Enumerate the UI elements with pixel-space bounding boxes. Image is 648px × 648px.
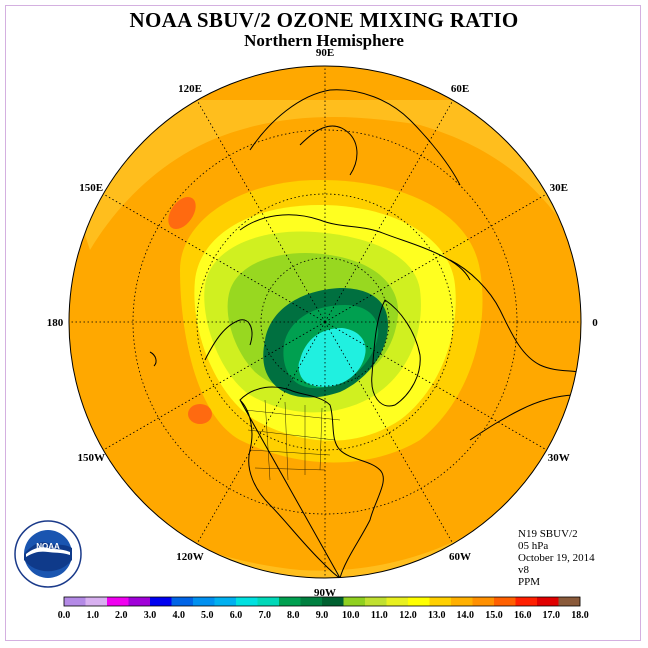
colorbar-tick-3: 3.0 [144, 610, 157, 621]
meridian-5 [324, 321, 454, 544]
info-version: v8 [518, 564, 529, 576]
colorbar-swatch-8 [236, 597, 258, 606]
map-title: NOAA SBUV/2 OZONE MIXING RATIO [129, 8, 519, 32]
colorbar-swatch-17 [429, 597, 452, 606]
colorbar-tick-0: 0.0 [58, 610, 71, 621]
colorbar-tick-4: 4.0 [172, 610, 185, 621]
logo-text: NOAA [36, 542, 60, 551]
colorbar-tick-5: 5.0 [201, 610, 214, 621]
longitude-labels: 90E 60E 30E 0 30W 60W 90W 120W 150W 180 150E 120E [47, 47, 599, 599]
colorbar-tick-15: 15.0 [485, 610, 503, 621]
lon-label-8: 150W [77, 452, 105, 464]
lon-label-5: 60W [449, 551, 471, 563]
colorbar-swatch-2 [107, 597, 129, 606]
colorbar-tick-11: 11.0 [371, 610, 388, 621]
colorbar-tick-10: 10.0 [342, 610, 360, 621]
colorbar-swatch-12 [322, 597, 344, 606]
colorbar-tick-12: 12.0 [399, 610, 417, 621]
info-satellite: N19 SBUV/2 [518, 528, 578, 540]
lon-label-9: 180 [47, 317, 64, 329]
colorbar-tick-13: 13.0 [428, 610, 446, 621]
map-frame [5, 5, 641, 641]
meridian-1 [324, 100, 454, 323]
colorbar-swatch-13 [343, 597, 366, 606]
coastlines [149, 89, 579, 578]
info-level: 05 hPa [518, 540, 549, 552]
map-subtitle: Northern Hemisphere [244, 31, 404, 50]
lon-label-10: 150E [79, 182, 103, 194]
field-spot-2 [188, 404, 212, 424]
colorbar-swatch-6 [193, 597, 215, 606]
meridian-10 [103, 193, 326, 323]
meridian-7 [196, 321, 326, 544]
lon-label-11: 120E [178, 83, 202, 95]
meridians [69, 66, 581, 578]
field-lighter-north [69, 100, 581, 250]
colorbar-swatch-15 [386, 597, 409, 606]
colorbar-swatch-9 [257, 597, 280, 606]
colorbar-swatch-18 [451, 597, 473, 606]
colorbar-border [63, 596, 581, 607]
meridian-4 [324, 321, 547, 451]
lon-label-3: 0 [592, 317, 598, 329]
colorbar-tick-2: 2.0 [115, 610, 128, 621]
meridian-11 [196, 100, 326, 323]
map-boundary [68, 65, 582, 579]
colorbar-swatch-23 [558, 597, 581, 606]
colorbar-tick-1: 1.0 [86, 610, 99, 621]
colorbar-swatch-0 [64, 597, 86, 606]
lon-label-0: 90E [316, 47, 334, 59]
lon-label-6: 90W [314, 587, 336, 599]
colorbar-tick-14: 14.0 [457, 610, 475, 621]
lon-label-4: 30W [548, 452, 570, 464]
info-date: October 19, 2014 [518, 552, 595, 564]
lon-label-7: 120W [176, 551, 204, 563]
colorbar-swatch-10 [279, 597, 301, 606]
colorbar-swatch-5 [171, 597, 194, 606]
colorbar-swatch-1 [85, 597, 108, 606]
us-state-grid [244, 399, 341, 481]
colorbar-swatch-14 [365, 597, 387, 606]
lon-label-1: 60E [451, 83, 469, 95]
field-spot-1 [168, 196, 196, 230]
colorbar-tick-8: 8.0 [287, 610, 300, 621]
field-cyan-minimum [298, 328, 366, 387]
colorbar-tick-7: 7.0 [258, 610, 271, 621]
colorbar-swatch-11 [300, 597, 323, 606]
colorbar-tick-16: 16.0 [514, 610, 532, 621]
colorbar-tick-6: 6.0 [230, 610, 243, 621]
colorbar-tick-18: 18.0 [571, 610, 589, 621]
colorbar-swatch-4 [150, 597, 172, 606]
colorbar-tick-9: 9.0 [316, 610, 329, 621]
colorbar-tick-17: 17.0 [543, 610, 561, 621]
colorbar-swatch-7 [214, 597, 237, 606]
colorbar-swatch-21 [515, 597, 538, 606]
lon-label-2: 30E [550, 182, 568, 194]
meridian-8 [103, 321, 326, 451]
map-info: N19 SBUV/2 05 hPa October 19, 2014 v8 PP… [518, 528, 595, 588]
colorbar-swatch-22 [537, 597, 559, 606]
meridian-2 [324, 193, 547, 323]
info-units: PPM [518, 576, 541, 588]
colorbar-swatch-19 [472, 597, 495, 606]
colorbar-swatch-3 [128, 597, 151, 606]
colorbar-swatch-20 [494, 597, 516, 606]
noaa-logo: NOAA [14, 520, 82, 588]
colorbar-swatch-16 [408, 597, 430, 606]
colorbar: 0.0 1.0 2.0 3.0 4.0 5.0 6.0 7.0 8.0 9.0 10.0 11.0 12… [58, 596, 589, 621]
